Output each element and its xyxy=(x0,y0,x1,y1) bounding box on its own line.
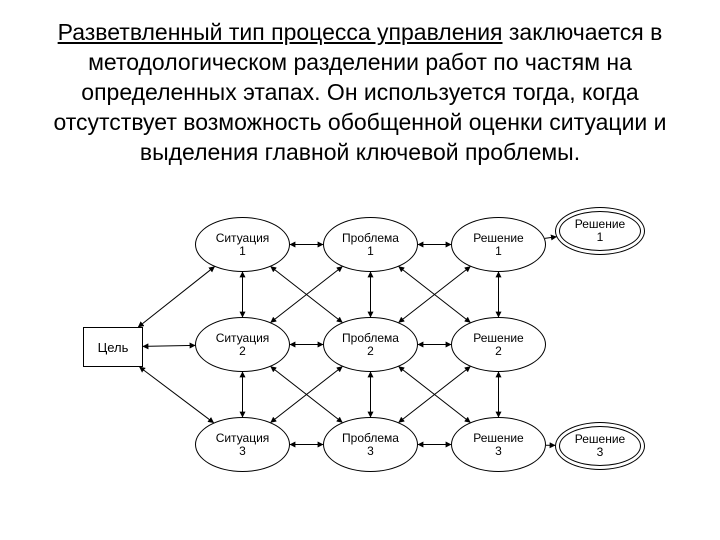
edge-s2-p3 xyxy=(271,367,342,423)
title-text: Разветвленный тип процесса управления xyxy=(58,19,503,45)
heading-block: Разветвленный тип процесса управления за… xyxy=(0,0,720,177)
edge-s1-p2 xyxy=(271,267,342,323)
edge-s3-p2 xyxy=(271,367,342,423)
node-p2: Проблема 2 xyxy=(323,317,418,372)
node-s3: Ситуация 3 xyxy=(195,417,290,472)
edge-p1-r2 xyxy=(399,267,470,323)
node-label: Проблема 2 xyxy=(342,332,399,358)
node-p1: Проблема 1 xyxy=(323,217,418,272)
node-goal: Цель xyxy=(83,327,143,367)
node-label: Ситуация 3 xyxy=(216,432,270,458)
edge-p2-r3 xyxy=(399,367,470,423)
node-d1: Решение 1 xyxy=(555,207,645,255)
node-label: Решение 1 xyxy=(575,218,625,244)
node-p3: Проблема 3 xyxy=(323,417,418,472)
node-label: Решение 2 xyxy=(473,332,523,358)
node-d3: Решение 3 xyxy=(555,422,645,470)
edge-goal-s1 xyxy=(138,267,214,327)
edge-p2-r1 xyxy=(399,267,470,323)
node-label: Цель xyxy=(98,340,129,355)
node-r1: Решение 1 xyxy=(451,217,546,272)
node-s2: Ситуация 2 xyxy=(195,317,290,372)
node-label: Решение 3 xyxy=(473,432,523,458)
node-label: Решение 1 xyxy=(473,232,523,258)
node-label: Проблема 1 xyxy=(342,232,399,258)
node-label: Ситуация 2 xyxy=(216,332,270,358)
node-r3: Решение 3 xyxy=(451,417,546,472)
edge-s2-p1 xyxy=(271,267,342,323)
edge-goal-s2 xyxy=(143,346,195,347)
node-label: Решение 3 xyxy=(575,433,625,459)
node-r2: Решение 2 xyxy=(451,317,546,372)
node-label: Проблема 3 xyxy=(342,432,399,458)
node-s1: Ситуация 1 xyxy=(195,217,290,272)
edge-p3-r2 xyxy=(399,367,470,423)
edge-r1-d1 xyxy=(545,237,557,239)
edge-goal-s3 xyxy=(140,367,214,423)
node-label: Ситуация 1 xyxy=(216,232,270,258)
diagram-canvas: Цель Ситуация 1 Ситуация 2 Ситуация 3 Пробле… xyxy=(75,197,645,487)
